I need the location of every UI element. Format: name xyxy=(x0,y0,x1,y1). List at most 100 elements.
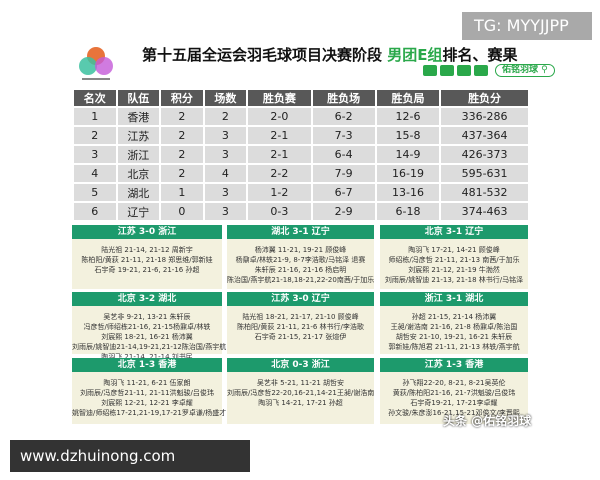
match-result-line: 石宇奇19-21, 17-21李卓耀 xyxy=(410,399,498,407)
match-title: 江苏 3-0 浙江 xyxy=(72,225,222,239)
match-result-line: 姚智迪/师绍栋17-21,21-19,17-21罗卓谦/杨盛才 xyxy=(72,409,227,417)
table-cell: 14-9 xyxy=(376,146,440,163)
table-row: 4 北京 2 4 2-2 7-9 16-19 595-631 xyxy=(74,165,528,182)
title-tail: 排名、赛果 xyxy=(442,46,518,64)
column-header: 胜负分 xyxy=(441,90,528,106)
table-cell: 5 xyxy=(74,184,116,201)
match-title: 北京 3-1 辽宁 xyxy=(380,225,528,239)
table-cell: 2 xyxy=(204,108,247,125)
table-row: 3 浙江 2 3 2-1 6-4 14-9 426-373 xyxy=(74,146,528,163)
table-cell: 2-2 xyxy=(248,165,311,182)
table-cell: 3 xyxy=(204,127,247,144)
table-cell: 12-6 xyxy=(376,108,440,125)
table-cell: 2-1 xyxy=(248,146,311,163)
table-cell: 437-364 xyxy=(441,127,528,144)
table-row: 1 香港 2 2 2-0 6-2 12-6 336-286 xyxy=(74,108,528,125)
watermark: 头条 @佑铭羽球 xyxy=(443,414,532,428)
match-result-line: 陆光祖 18-21, 21-17, 21-10 顾俊峰 xyxy=(242,313,359,321)
table-cell: 2 xyxy=(161,165,203,182)
match-card: 江苏 3-0 辽宁 陆光祖 18-21, 21-17, 21-10 顾俊峰 陈柏阳/… xyxy=(227,292,374,354)
match-result-line: 冯彦哲/师绍栋21-16, 21-15杨鼐卓/林轶 xyxy=(83,323,211,331)
match-title: 江苏 3-0 辽宁 xyxy=(227,292,374,306)
column-header: 名次 xyxy=(74,90,116,106)
column-header: 胜负局 xyxy=(376,90,440,106)
table-cell: 6-7 xyxy=(312,184,375,201)
match-result-line: 陈治国/燕宇航21-18,18-21,22-20南茜/于加乐 xyxy=(227,276,375,284)
table-cell: 336-286 xyxy=(441,108,528,125)
column-header: 队伍 xyxy=(117,90,160,106)
table-cell: 2-1 xyxy=(248,127,311,144)
match-result-line: 刘雨辰/姚智迪21-14,19-21,21-12陈治国/燕宇航 xyxy=(72,343,227,351)
table-cell: 北京 xyxy=(117,165,160,182)
table-cell: 2 xyxy=(74,127,116,144)
table-cell: 3 xyxy=(204,146,247,163)
match-title: 北京 3-2 湖北 xyxy=(72,292,222,306)
match-result-line: 刘宸熙 21-12, 21-19 牛渤然 xyxy=(408,266,500,274)
match-result-line: 孙文骏/朱彦澎16-21,15-21邓俊文/李晋熙 xyxy=(388,409,520,417)
table-cell: 3 xyxy=(204,184,247,201)
match-result-line: 孙飞翔22-20, 8-21, 8-21吴英伦 xyxy=(402,379,506,387)
column-header: 场数 xyxy=(204,90,247,106)
match-result-line: 刘雨辰/姚智迪 21-13, 21-18 林书行/马铭泽 xyxy=(384,276,524,284)
match-result-line: 王昶/谢浩南 21-16, 21-8 杨鼐卓/陈治国 xyxy=(390,323,518,331)
social-bar: 佑铭羽球 ⚲ xyxy=(423,64,555,77)
match-result-line: 杨沛翼 11-21, 19-21 顾俊峰 xyxy=(254,246,347,254)
match-card: 北京 1-3 香港 陶羽飞 11-21, 6-21 伍家朗 刘雨辰/冯彦哲21-11… xyxy=(72,358,227,424)
match-result-line: 刘雨辰/冯彦哲22-20,16-21,14-21王昶/谢浩南 xyxy=(227,389,375,397)
match-result-line: 吴艺非 5-21, 11-21 胡哲安 xyxy=(256,379,345,387)
table-cell: 2 xyxy=(161,108,203,125)
match-result-line: 黄荻/陈柏阳21-16, 21-7洪魁骏/吕俊玮 xyxy=(392,389,516,397)
match-title: 江苏 1-3 香港 xyxy=(380,358,528,372)
table-cell: 6-18 xyxy=(376,203,440,220)
match-result-line: 刘宸熙 18-21, 16-21 杨沛翼 xyxy=(101,333,193,341)
footer-url: www.dzhuinong.com xyxy=(10,440,250,472)
table-cell: 13-16 xyxy=(376,184,440,201)
match-title: 北京 0-3 浙江 xyxy=(227,358,374,372)
match-result-line: 石宇奇 19-21, 21-6, 21-16 孙超 xyxy=(94,266,200,274)
match-title: 湖北 3-1 辽宁 xyxy=(227,225,374,239)
table-cell: 0-3 xyxy=(248,203,311,220)
match-result-line: 师绍栋/冯彦哲 21-11, 21-13 南茜/于加乐 xyxy=(388,256,520,264)
table-cell: 浙江 xyxy=(117,146,160,163)
match-card: 北京 3-1 辽宁 陶羽飞 17-21, 14-21 顾俊峰 师绍栋/冯彦哲 21-… xyxy=(380,225,528,289)
table-cell: 16-19 xyxy=(376,165,440,182)
title-main: 第十五届全运会羽毛球项目决赛阶段 xyxy=(142,46,388,64)
match-result-line: 陆光祖 21-14, 21-12 周新宇 xyxy=(101,246,193,254)
brand-label: 佑铭羽球 xyxy=(502,65,539,75)
match-result-line: 刘宸熙 12-21, 12-21 李卓耀 xyxy=(101,399,193,407)
toutiao-icon xyxy=(440,65,454,76)
wechat-icon xyxy=(423,65,437,76)
table-cell: 1 xyxy=(161,184,203,201)
table-cell: 香港 xyxy=(117,108,160,125)
table-cell: 辽宁 xyxy=(117,203,160,220)
match-result-line: 刘雨辰/冯彦哲21-11, 21-11洪魁骏/吕俊玮 xyxy=(80,389,214,397)
table-row: 5 湖北 1 3 1-2 6-7 13-16 481-532 xyxy=(74,184,528,201)
table-cell: 1-2 xyxy=(248,184,311,201)
standings-table: 名次 队伍 积分 场数 胜负赛 胜负场 胜负局 胜负分 1 香港 2 2 2-0 6-2 12-6 336-2… xyxy=(72,88,530,222)
tg-badge: TG: MYYJJPP xyxy=(462,12,592,40)
column-header: 胜负赛 xyxy=(248,90,311,106)
column-header: 胜负场 xyxy=(312,90,375,106)
table-cell: 2-9 xyxy=(312,203,375,220)
match-result-line: 杨鼐卓/林轶21-9, 8-7李浩歌/马铭泽 退赛 xyxy=(235,256,366,264)
match-result-line: 孙超 21-15, 21-14 杨沛翼 xyxy=(411,313,497,321)
search-icon: ⚲ xyxy=(541,65,548,75)
page-title: 第十五届全运会羽毛球项目决赛阶段 男团E组排名、赛果 xyxy=(142,44,518,65)
column-header: 积分 xyxy=(161,90,203,106)
table-cell: 7-9 xyxy=(312,165,375,182)
match-card: 江苏 3-0 浙江陆光祖 21-14, 21-12 周新宇陈柏阳/黄荻 21-1… xyxy=(72,225,222,289)
table-cell: 4 xyxy=(74,165,116,182)
table-cell: 3 xyxy=(74,146,116,163)
match-card: 浙江 3-1 湖北 孙超 21-15, 21-14 杨沛翼 王昶/谢浩南 21-16… xyxy=(380,292,528,354)
table-cell: 2-0 xyxy=(248,108,311,125)
match-result-line: 胡哲安 21-10, 19-21, 16-21 朱轩辰 xyxy=(395,333,513,341)
table-cell: 江苏 xyxy=(117,127,160,144)
match-card: 江苏 1-3 香港孙飞翔22-20, 8-21, 8-21吴英伦黄荻/陈柏阳21… xyxy=(380,358,528,424)
match-result-line: 陈柏阳/黄荻 21-11, 21-18 郑思维/郭新娃 xyxy=(81,256,213,264)
table-cell: 15-8 xyxy=(376,127,440,144)
table-cell: 6 xyxy=(74,203,116,220)
match-card: 湖北 3-1 辽宁杨沛翼 11-21, 19-21 顾俊峰杨鼐卓/林轶21-9,… xyxy=(227,225,374,289)
douyin-icon xyxy=(457,65,471,76)
title-highlight: 男团E组 xyxy=(387,46,443,64)
table-cell: 595-631 xyxy=(441,165,528,182)
